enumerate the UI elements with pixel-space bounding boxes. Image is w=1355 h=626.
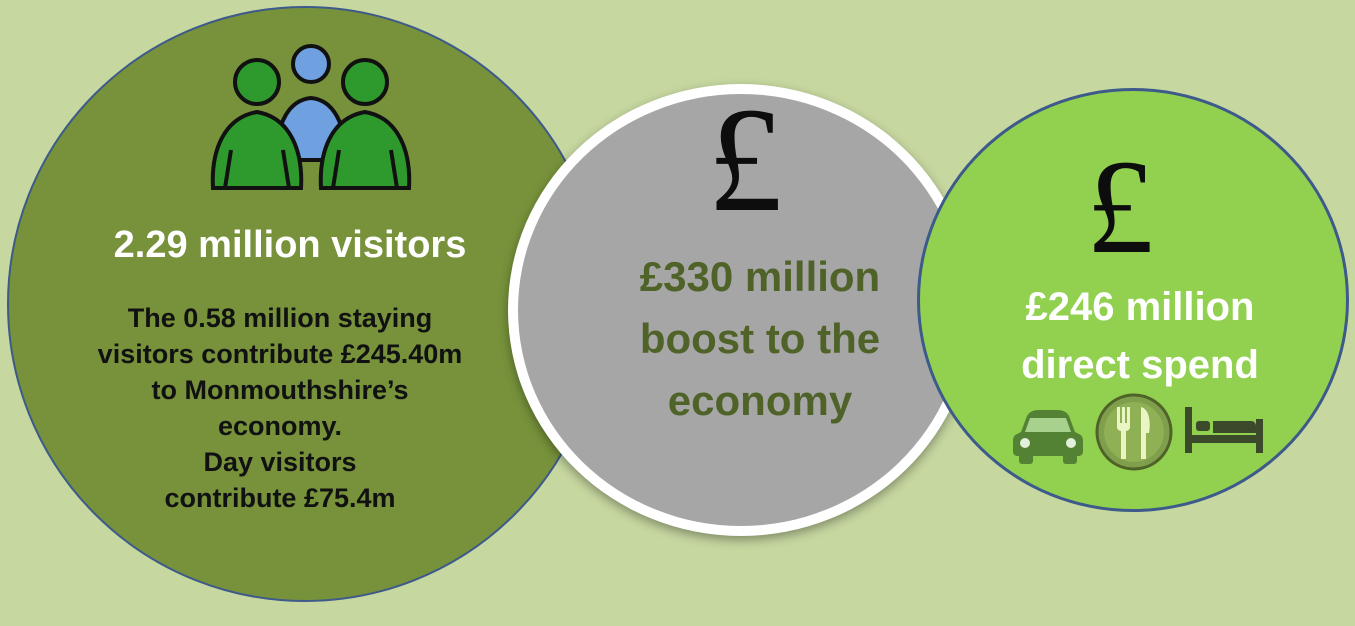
- direct-spend-text: £246 million direct spend: [985, 278, 1295, 394]
- economy-boost-circle: [508, 84, 974, 536]
- direct-spend-line: £246 million: [1025, 285, 1255, 329]
- visitors-headline: 2.29 million visitors: [113, 224, 467, 266]
- direct-spend-line: direct spend: [1021, 343, 1259, 387]
- car-icon: [1013, 410, 1083, 464]
- visitors-line: contribute £75.4m: [164, 483, 396, 513]
- economy-boost-text: £330 million boost to the economy: [600, 246, 920, 432]
- economy-boost-line: economy: [667, 377, 853, 424]
- economy-boost-line: boost to the: [639, 315, 881, 362]
- cutlery-icon: [1095, 393, 1173, 471]
- pound-icon: £: [1086, 133, 1154, 282]
- economy-boost-line: £330 million: [639, 253, 881, 300]
- visitors-description: The 0.58 million staying visitors contri…: [30, 300, 530, 516]
- visitors-line: Day visitors: [203, 447, 357, 477]
- bed-icon: [1185, 407, 1263, 453]
- pound-icon: £: [707, 77, 783, 243]
- visitors-line: visitors contribute £245.40m: [97, 339, 463, 369]
- visitors-line: to Monmouthshire’s: [151, 375, 409, 405]
- direct-spend-circle: [917, 88, 1349, 512]
- visitors-line: economy.: [217, 411, 343, 441]
- visitors-line: The 0.58 million staying: [127, 303, 433, 333]
- people-icon: [210, 44, 412, 190]
